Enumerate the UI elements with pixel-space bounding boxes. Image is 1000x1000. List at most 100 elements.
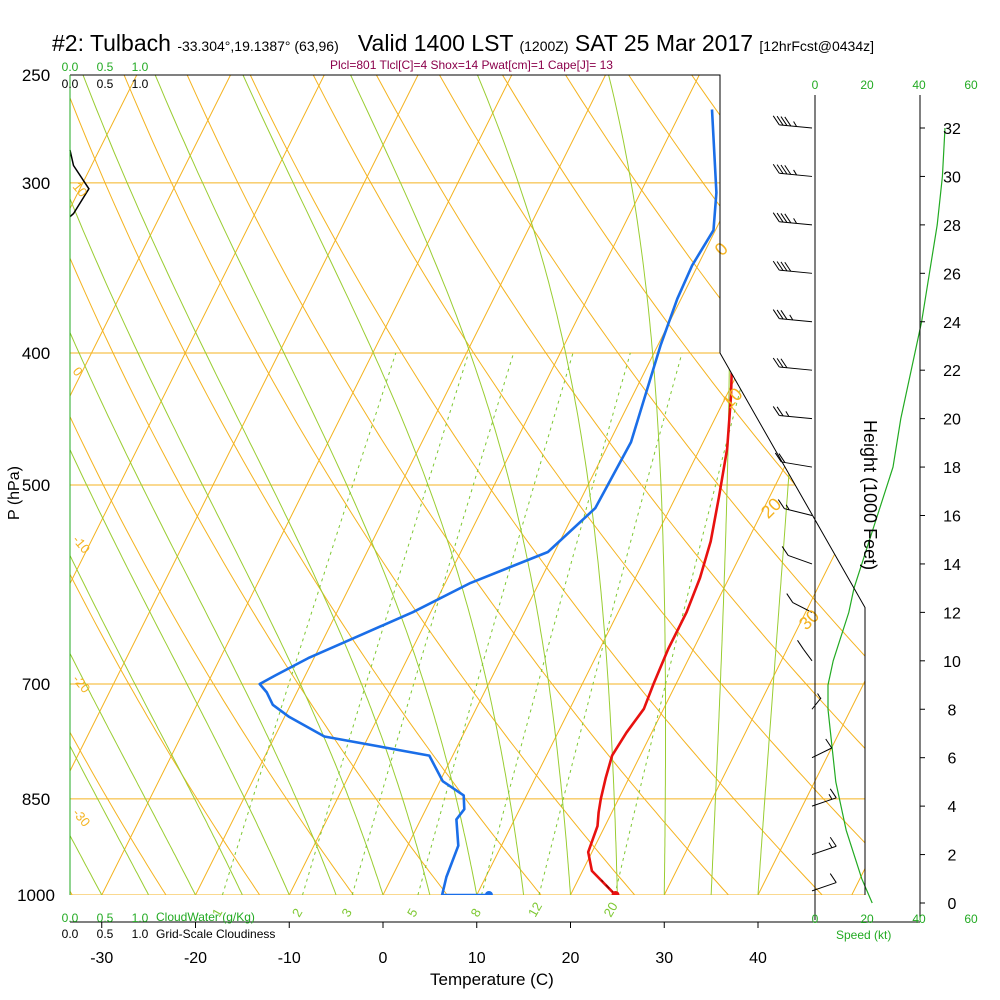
x-axis-label: Temperature (C) (430, 970, 554, 989)
barb-feather (781, 546, 789, 556)
cloudwater-axis-label: CloudWater (g/Kg) (156, 910, 255, 924)
chart-title: #2: Tulbach -33.304°,19.1387° (63,96) Va… (52, 30, 874, 57)
pressure-tick-label: 500 (22, 476, 50, 495)
barb-feather (776, 261, 784, 271)
moist-adiabat (350, 75, 571, 895)
barb-feather (780, 164, 788, 175)
height-tick-label: 10 (943, 654, 961, 671)
plot-frame (70, 74, 866, 895)
moist-adiabat (70, 75, 150, 895)
forecast-run: [12hrFcst@0434z] (759, 38, 875, 54)
cloudiness-tick-bottom: 0.0 (62, 927, 79, 941)
moist-adiabat (70, 75, 243, 895)
barb-feather (797, 640, 804, 650)
barb-feather (774, 452, 782, 463)
pressure-tick-label: 850 (22, 790, 50, 809)
mixing-ratio-line (351, 352, 515, 895)
dry-adiabat-label: -10 (70, 532, 94, 556)
barb-feather (772, 406, 780, 416)
x-tick-label: -30 (90, 950, 113, 967)
cloudwater-tick-top: 1.0 (132, 60, 149, 74)
isotherm-label: 20 (757, 494, 785, 522)
y-axis-label: P (hPa) (6, 466, 23, 520)
x-tick-label: 30 (655, 950, 673, 967)
dry-adiabat-label: -30 (70, 806, 94, 830)
speed-tick-top: 0 (812, 78, 819, 92)
moist-adiabat (608, 75, 666, 895)
dry-adiabat (502, 75, 865, 895)
dry-adiabat (312, 75, 865, 895)
barb-half-feather (793, 218, 798, 224)
cloudiness-tick-top: 1.0 (132, 77, 149, 91)
moist-adiabat (70, 75, 196, 895)
dry-adiabat (70, 75, 167, 895)
cloudiness-tick-top: 0.0 (62, 77, 79, 91)
station-coords: -33.304°,19.1387° (63,96) (177, 38, 339, 54)
barb-staff (779, 366, 813, 371)
barb-staff (811, 882, 837, 892)
wind-barb (772, 309, 813, 323)
height-tick-label: 26 (943, 266, 961, 283)
pressure-tick-label: 250 (22, 66, 50, 85)
barb-feather (784, 261, 792, 272)
mixing-ratio-label: 8 (468, 906, 485, 920)
wind-barb (811, 836, 837, 856)
barb-feather (780, 310, 788, 320)
height-tick-label: 32 (943, 121, 961, 138)
height-tick-label: 12 (943, 605, 961, 622)
mixing-ratio-line (538, 352, 683, 895)
barb-staff (779, 124, 813, 129)
barb-staff (811, 697, 822, 710)
barb-half-feather (828, 794, 833, 800)
barb-feather (776, 406, 784, 417)
isotherm-line (70, 75, 325, 895)
barb-half-feather (789, 314, 794, 321)
mixing-ratio-line (221, 352, 397, 895)
isotherm-line (757, 75, 865, 895)
dry-adiabat (439, 75, 865, 895)
cloudwater-tick-bottom: 0.0 (62, 911, 79, 925)
mixing-ratio-label: 12 (525, 899, 545, 919)
barb-feather (776, 164, 784, 174)
height-axis-label: Height (1000 Feet) (860, 420, 880, 571)
isotherm-label: 10 (718, 384, 746, 412)
moist-adiabat (477, 75, 618, 895)
pressure-tick-label: 1000 (17, 886, 55, 905)
barb-staff (779, 414, 813, 420)
isotherm-line (288, 75, 700, 895)
isotherm-label: 30 (795, 606, 823, 634)
barb-feather (777, 499, 785, 509)
wind-barbs (772, 115, 837, 892)
barb-half-feather (793, 121, 798, 127)
wind-barb (774, 452, 813, 468)
x-tick-label: 40 (749, 950, 767, 967)
pressure-tick-label: 400 (22, 344, 50, 363)
barb-half-feather (793, 169, 798, 176)
speed-tick-bottom: 60 (964, 912, 978, 926)
valid-zulu: (1200Z) (519, 38, 569, 54)
barb-staff (792, 602, 813, 613)
height-tick-label: 22 (943, 363, 961, 380)
height-tick-label: 4 (948, 799, 957, 816)
barb-feather (780, 213, 788, 223)
mixing-ratio-label: 20 (600, 899, 620, 919)
wind-barb (772, 163, 813, 177)
mixing-ratio-label: 3 (338, 906, 355, 920)
isotherm-line (70, 75, 231, 895)
dry-adiabat (817, 75, 865, 895)
wind-barb (772, 260, 813, 274)
barb-feather (784, 116, 792, 127)
barb-staff (779, 221, 813, 226)
barb-half-feather (828, 842, 833, 848)
station-name: #2: Tulbach (52, 30, 171, 56)
moist-adiabat (70, 75, 384, 895)
pressure-tick-label: 700 (22, 675, 50, 694)
dry-adiabat (70, 75, 354, 895)
barb-feather (776, 212, 784, 223)
barb-feather (780, 116, 788, 126)
mixing-ratio-label: 2 (289, 906, 306, 920)
wind-barb (777, 499, 813, 516)
dry-adiabat (375, 75, 865, 895)
